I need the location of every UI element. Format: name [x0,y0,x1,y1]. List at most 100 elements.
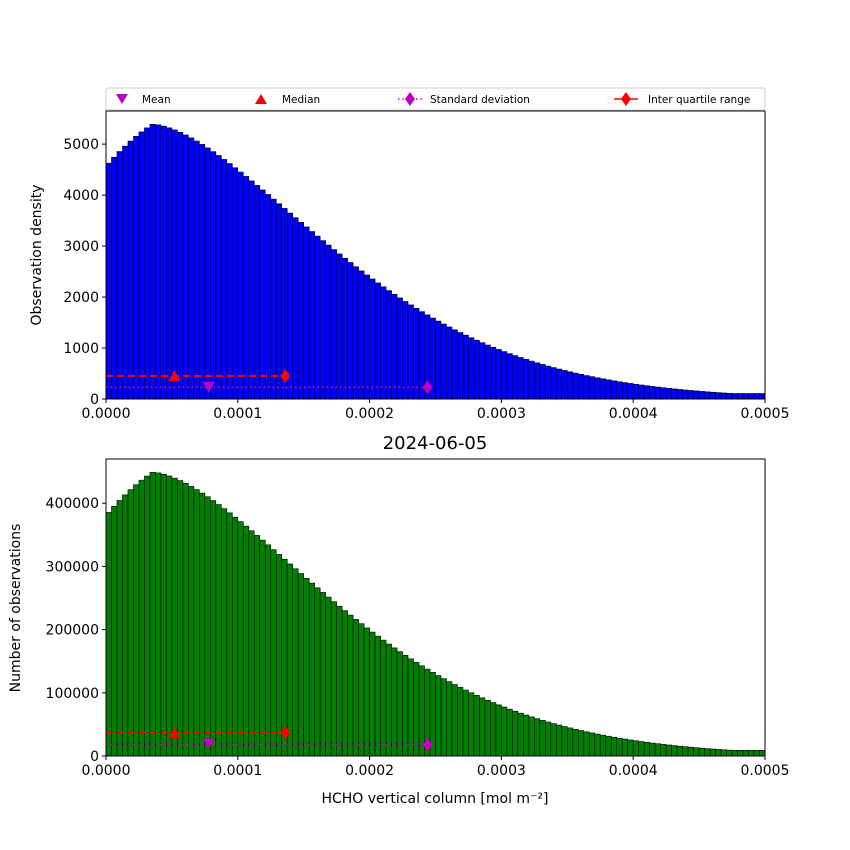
histogram-bar [440,678,447,757]
histogram-bar [275,203,283,400]
histogram-bar [418,665,425,757]
histogram-bar [138,479,145,757]
histogram-bar [237,171,244,400]
histogram-bar [303,226,310,400]
histogram-bar [577,374,585,400]
histogram-bar [451,329,458,400]
histogram-bar [468,337,475,400]
histogram-bar [341,257,348,400]
histogram-bar [358,623,365,757]
histogram-bar [616,737,623,757]
histogram-bar [726,749,733,757]
histogram-bar [253,185,261,400]
histogram-bar [572,728,579,757]
histogram-bar [330,601,337,757]
histogram-bar [292,217,299,400]
histogram-bar [506,708,513,757]
histogram-bar [385,290,392,400]
histogram-bar [506,353,513,400]
histogram-bar [479,697,486,757]
histogram-bar [660,744,667,757]
histogram-bar [687,746,694,757]
histogram-bar [385,643,392,757]
histogram-bar [325,596,332,757]
histogram-bar [665,744,672,757]
histogram-bar [160,125,167,400]
histogram-bar [753,750,760,757]
diamond-icon [405,92,415,106]
histogram-bar [166,127,173,400]
histogram-bar [577,730,585,757]
top-x-ticks: 0.0000 0.0001 0.0002 0.0003 0.0004 0.0005 [82,399,790,422]
histogram-bar [588,732,596,757]
histogram-bar [303,578,310,757]
iqr-end-diamond [280,369,291,384]
histogram-bar [122,494,129,757]
median-marker [168,727,181,739]
histogram-bar [468,692,475,757]
histogram-bar [660,387,667,400]
histogram-bar [374,635,381,757]
histogram-bar [149,123,156,400]
bottom-stat-markers [106,725,433,752]
triangle-up-icon [255,94,267,104]
histogram-bar [122,145,129,400]
histogram-bar [473,695,480,757]
histogram-bar [347,614,354,757]
histogram-bar [133,136,140,400]
histogram-bar [204,147,211,400]
histogram-bar [649,742,656,757]
histogram-bar [649,386,656,400]
histogram-bar [523,714,530,757]
histogram-bar [352,266,359,400]
std-end-diamond [422,737,433,752]
x-tick-label: 0.0003 [477,763,526,779]
histogram-bar [297,222,305,400]
histogram-bar [188,137,195,400]
histogram-bar [748,393,755,400]
histogram-bar [545,365,552,400]
histogram-bar [221,159,228,400]
std-end-diamond [422,380,433,395]
histogram-bar [259,539,266,757]
histogram-bar [731,393,738,400]
x-tick-label: 0.0002 [345,406,394,422]
histogram-bar [215,155,222,400]
y-tick-label: 300000 [46,559,99,575]
histogram-bar [281,558,288,757]
histogram-bar [391,293,398,400]
histogram-bar [446,326,453,400]
median-marker [168,370,181,382]
histogram-bar [199,492,206,757]
legend-item-mean: Mean [116,94,171,106]
histogram-bar [715,392,722,400]
y-tick-label: 0 [90,392,99,408]
histogram-bar [330,249,337,400]
histogram-bar [451,684,458,757]
x-tick-label: 0.0001 [213,763,262,779]
histogram-bar [753,393,760,400]
histogram-bar [440,323,447,400]
histogram-bar [336,605,343,757]
histogram-bar [127,489,134,757]
histogram-bar [402,301,409,400]
legend-label-iqr: Inter quartile range [648,94,750,106]
histogram-bar [610,736,618,757]
histogram-bar [248,530,255,757]
histogram-bar [715,749,722,757]
histogram-bar [704,391,711,400]
legend-item-std: Standard deviation [398,92,530,106]
x-axis-label: HCHO vertical column [mol m⁻²] [321,791,548,807]
histogram-bar [232,167,239,400]
histogram-bar [731,750,738,757]
histogram-bar [380,286,387,400]
legend-label-std: Standard deviation [430,94,530,106]
histogram-bar [204,496,211,757]
histogram-bar [484,344,491,400]
histogram-bar [742,750,749,757]
histogram-bar [704,748,711,757]
histogram-bar [127,140,134,400]
histogram-bar [435,675,442,757]
histogram-bar [242,525,250,757]
histogram-bar [325,244,332,400]
